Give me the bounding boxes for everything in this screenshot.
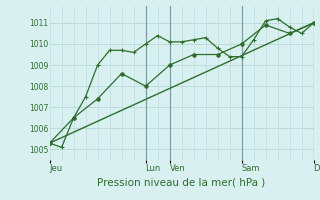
X-axis label: Pression niveau de la mer( hPa ): Pression niveau de la mer( hPa ) <box>98 177 266 187</box>
